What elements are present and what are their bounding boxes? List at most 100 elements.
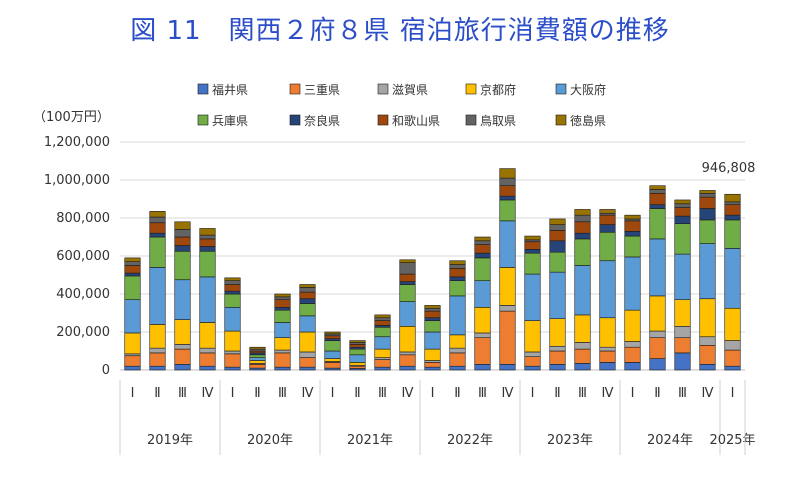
bar-segment <box>724 201 741 206</box>
bar-segment <box>374 359 391 368</box>
bar-segment <box>674 325 691 338</box>
bar-segment <box>149 216 166 224</box>
bar-segment <box>449 347 466 354</box>
bar-segment <box>274 352 291 368</box>
bar-segment <box>324 350 341 359</box>
bar-segment <box>499 267 516 306</box>
y-tick-label: 1,200,000 <box>44 135 110 150</box>
bar-segment <box>349 354 366 363</box>
bar-segment <box>274 306 291 311</box>
bar-segment <box>524 249 541 254</box>
bar-segment <box>299 298 316 304</box>
bar-segment <box>399 351 416 356</box>
year-label: 2024年 <box>647 433 693 448</box>
bar-segment <box>349 340 366 343</box>
x-tick-label: Ⅰ <box>631 386 635 401</box>
bar-segment <box>674 299 691 327</box>
bar-segment <box>449 334 466 349</box>
bar-segment <box>199 228 216 236</box>
bar-segment <box>199 276 216 323</box>
legend-swatch <box>377 114 389 126</box>
legend-swatch <box>465 114 477 126</box>
bar-segment <box>224 277 241 282</box>
y-tick-label: 600,000 <box>56 249 110 264</box>
bar-segment <box>199 365 216 371</box>
bar-segment <box>374 366 391 371</box>
bar-segment <box>124 365 141 371</box>
bar-segment <box>449 295 466 336</box>
bar-segment <box>674 352 691 371</box>
bar-segment <box>524 365 541 371</box>
bar-segment <box>174 363 191 371</box>
bar-segment <box>174 279 191 320</box>
x-tick-label: Ⅰ <box>431 386 435 401</box>
bar-segment <box>724 349 741 367</box>
bar-segment <box>149 324 166 349</box>
bar-segment <box>224 353 241 368</box>
bar-segment <box>149 211 166 218</box>
y-tick-label: 0 <box>102 363 110 378</box>
bar-segment <box>374 317 391 321</box>
bar-segment <box>474 252 491 259</box>
bar-segment <box>174 348 191 365</box>
bar-segment <box>349 362 366 366</box>
bar-segment <box>399 354 416 367</box>
bar-segment <box>449 280 466 297</box>
bar-segment <box>249 360 266 364</box>
bar-segment <box>624 362 641 371</box>
bar-segment <box>524 241 541 250</box>
y-tick-label: 1,000,000 <box>44 173 110 188</box>
year-label: 2021年 <box>347 433 393 448</box>
bar-segment <box>174 245 191 252</box>
bar-segment <box>399 284 416 302</box>
legend-swatch <box>289 114 301 126</box>
bar-segment <box>724 193 741 203</box>
bar-segment <box>674 337 691 354</box>
x-tick-label: Ⅳ <box>502 386 514 401</box>
bar-segment <box>224 350 241 355</box>
x-tick-label: Ⅰ <box>731 386 735 401</box>
bar-segment <box>399 281 416 285</box>
bar-segment <box>274 293 291 298</box>
bar-segment <box>149 365 166 371</box>
bar-segment <box>649 238 666 297</box>
bar-segment <box>574 265 591 316</box>
bar-segment <box>674 207 691 217</box>
bar-segment <box>274 349 291 354</box>
bar-segment <box>599 346 616 352</box>
bar-segment <box>599 224 616 233</box>
bar-segment <box>499 195 516 201</box>
bar-segment <box>549 240 566 253</box>
bar-segment <box>599 231 616 262</box>
bar-segment <box>399 273 416 282</box>
x-tick-label: Ⅳ <box>202 386 214 401</box>
x-tick-label: Ⅱ <box>254 386 260 401</box>
x-tick-label: Ⅲ <box>378 386 387 401</box>
x-tick-label: Ⅳ <box>702 386 714 401</box>
bar-segment <box>299 366 316 371</box>
legend-label: 和歌山県 <box>392 113 440 128</box>
bar-segment <box>324 340 341 352</box>
bar-segment <box>324 358 341 362</box>
bar-segment <box>124 332 141 355</box>
bar-segment <box>474 363 491 371</box>
bar-segment <box>249 354 266 358</box>
x-tick-label: Ⅱ <box>554 386 560 401</box>
bar-segment <box>624 231 641 237</box>
bar-segment <box>624 235 641 258</box>
bar-segment <box>474 244 491 254</box>
bar-segment <box>199 246 216 252</box>
chart-title: 図 11 関西２府８県 宿泊旅行消費額の推移 <box>130 16 670 46</box>
bar-segment <box>124 272 141 277</box>
bar-segment <box>474 280 491 308</box>
y-tick-label: 800,000 <box>56 211 110 226</box>
bar-segment <box>224 306 241 332</box>
bar-segment <box>299 357 316 368</box>
bar-segment <box>549 318 566 347</box>
bar-segment <box>349 344 366 348</box>
bar-segment <box>149 352 166 367</box>
bar-segment <box>324 335 341 339</box>
bar-segment <box>299 291 316 300</box>
bar-segment <box>224 280 241 285</box>
bar-segment <box>599 209 616 214</box>
